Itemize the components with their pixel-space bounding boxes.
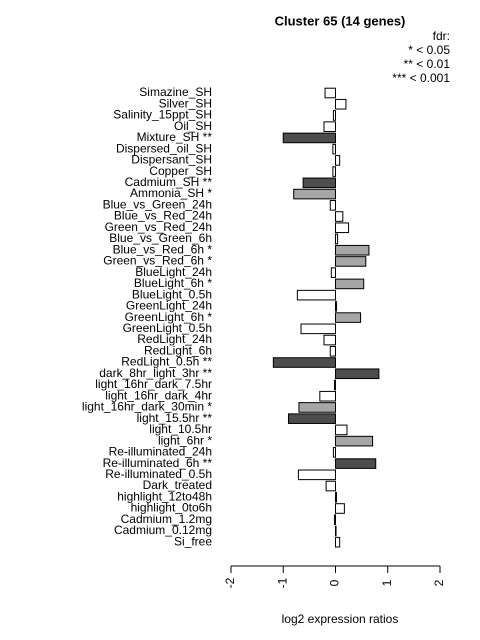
bar [335, 424, 348, 436]
y-tick-label: light_16hr_dark_30min * [82, 400, 212, 414]
y-tick-label: Re-illuminated_24h [109, 445, 212, 459]
bar [335, 458, 377, 469]
bar [272, 357, 337, 368]
bar [296, 289, 337, 301]
y-tick-label: Re-illuminated_0.5h [105, 467, 212, 481]
y-tick-label: light_16hr_dark_4hr [105, 388, 212, 402]
bar [335, 222, 350, 234]
bar [330, 267, 337, 278]
y-tick-label: Mixture_SH ** [137, 130, 213, 144]
bar [282, 132, 336, 144]
y-tick-label: Green_vs_Red_24h [105, 220, 212, 234]
bar [332, 143, 337, 155]
y-tick-label: BlueLight_24h [135, 265, 212, 279]
y-tick-label: GreenLight_6h * [125, 310, 213, 324]
bar [335, 525, 337, 537]
bar [325, 480, 337, 492]
x-tick-label: 0 [328, 579, 342, 586]
bar [335, 256, 367, 267]
legend-text: ** < 0.01 [404, 57, 451, 71]
x-tick-label: -1 [275, 577, 289, 588]
y-tick-label: Cadmium_0.12mg [114, 523, 212, 537]
y-tick-label: Copper_SH [149, 164, 212, 178]
y-tick-label: RedLight_0.5h ** [121, 355, 212, 369]
y-tick-label: Si_free [174, 534, 212, 548]
bar [300, 323, 337, 335]
bar [297, 469, 336, 481]
y-tick-label: Blue_vs_Green_6h [109, 231, 212, 245]
y-tick-label: light_16hr_dark_7.5hr [95, 377, 212, 391]
y-tick-label: Re-illuminated_6h ** [103, 456, 213, 470]
y-tick-label: Cadmium_SH ** [125, 175, 213, 189]
bar [332, 166, 337, 177]
bar [335, 155, 341, 166]
y-tick-label: Cadmium_1.2mg [121, 512, 212, 526]
bar [333, 514, 336, 526]
y-tick-label: highlight_12to48h [117, 489, 212, 503]
y-tick-label: Blue_vs_Red_6h * [113, 242, 213, 256]
y-tick-label: light_15.5hr ** [137, 411, 213, 425]
legend-text: *** < 0.001 [392, 71, 450, 85]
y-tick-label: highlight_0to6h [131, 501, 212, 515]
x-tick-label: -2 [223, 577, 237, 588]
y-tick-label: GreenLight_24h [126, 299, 212, 313]
bar [335, 536, 341, 548]
y-tick-label: Green_vs_Red_6h * [103, 254, 212, 268]
y-tick-label: light_6hr * [158, 433, 212, 447]
bar [332, 110, 337, 121]
bar [333, 379, 336, 391]
bar [287, 413, 337, 424]
y-tick-label: Simazine_SH [139, 85, 212, 99]
y-tick-label: RedLight_6h [144, 343, 212, 357]
y-tick-label: Dispersed_oil_SH [116, 141, 212, 155]
bar [335, 503, 345, 514]
y-tick-label: Salinity_15ppt_SH [113, 108, 212, 122]
y-tick-label: Blue_vs_Red_24h [114, 209, 212, 223]
y-tick-label: dark_8hr_light_3hr ** [99, 366, 212, 380]
y-tick-label: Dark_treated [143, 478, 212, 492]
y-tick-label: Ammonia_SH * [130, 186, 212, 200]
y-tick-label: Dispersant_SH [131, 153, 212, 167]
bar [324, 87, 336, 99]
y-tick-label: BlueLight_6h * [134, 276, 212, 290]
bar [293, 188, 337, 200]
bar [335, 98, 347, 110]
bar [335, 435, 374, 447]
bar [298, 402, 336, 413]
x-tick-label: 2 [432, 579, 446, 586]
bar [335, 233, 339, 245]
x-tick-label: 1 [380, 579, 394, 586]
y-tick-label: GreenLight_0.5h [123, 321, 212, 335]
bar [302, 177, 337, 189]
bar [335, 301, 338, 312]
y-tick-label: Silver_SH [159, 96, 212, 110]
legend-text: * < 0.05 [408, 43, 450, 57]
y-tick-label: RedLight_24h [137, 332, 212, 346]
bar [329, 345, 336, 357]
legend-text: fdr: [433, 29, 450, 43]
bar [335, 244, 370, 256]
bar [323, 334, 337, 346]
y-tick-label: Oil_SH [174, 119, 212, 133]
y-tick-label: Blue_vs_Green_24h [103, 197, 212, 211]
bar [319, 390, 337, 402]
bar [332, 447, 337, 458]
bar [335, 278, 365, 290]
bar [335, 312, 362, 323]
bar [329, 200, 336, 211]
y-tick-label: BlueLight_0.5h [132, 287, 212, 301]
y-tick-label: light_10.5hr [149, 422, 212, 436]
bar [335, 211, 344, 222]
bar [335, 368, 380, 380]
bar [323, 121, 337, 132]
bar [335, 491, 338, 503]
chart-title: Cluster 65 (14 genes) [275, 13, 406, 28]
x-axis-label: log2 expression ratios [282, 612, 399, 626]
